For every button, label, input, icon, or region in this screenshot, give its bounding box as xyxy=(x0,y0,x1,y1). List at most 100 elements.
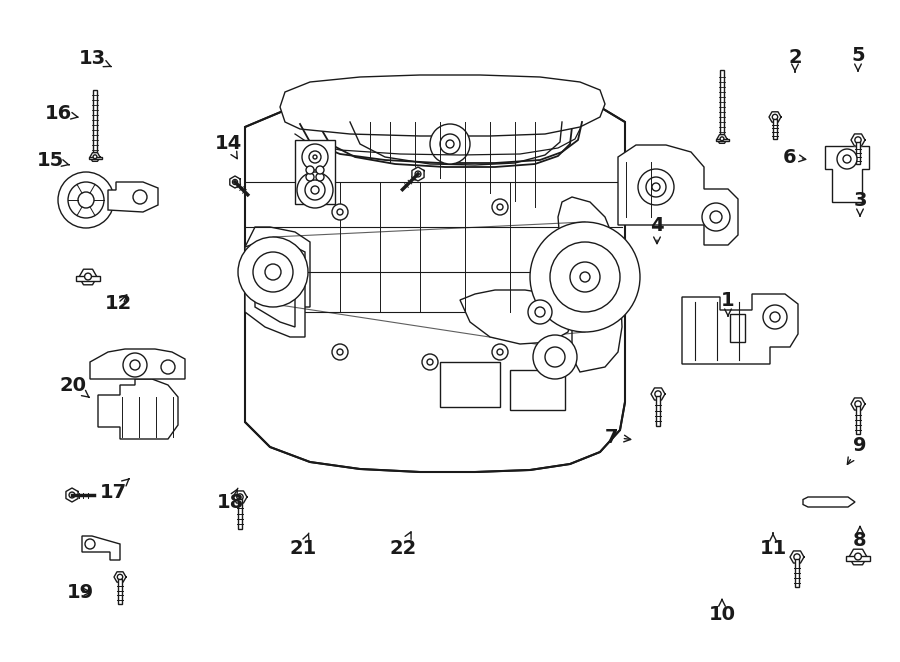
Circle shape xyxy=(530,222,640,332)
Polygon shape xyxy=(825,146,869,202)
Polygon shape xyxy=(851,134,865,146)
Bar xyxy=(76,276,100,281)
Text: 17: 17 xyxy=(99,479,130,502)
Circle shape xyxy=(702,203,730,231)
Circle shape xyxy=(550,242,620,312)
Circle shape xyxy=(313,155,317,159)
Circle shape xyxy=(497,349,503,355)
Text: 11: 11 xyxy=(760,533,787,557)
Circle shape xyxy=(528,300,552,324)
Circle shape xyxy=(130,360,140,370)
Text: 4: 4 xyxy=(650,216,664,244)
Text: 6: 6 xyxy=(783,148,806,167)
Circle shape xyxy=(305,180,325,200)
Circle shape xyxy=(855,137,861,143)
Circle shape xyxy=(430,124,470,164)
Polygon shape xyxy=(114,572,126,582)
Text: 22: 22 xyxy=(390,532,417,557)
Polygon shape xyxy=(66,488,78,502)
Text: 21: 21 xyxy=(290,533,317,557)
Circle shape xyxy=(794,554,800,560)
Circle shape xyxy=(570,262,600,292)
Text: 18: 18 xyxy=(216,489,244,512)
Polygon shape xyxy=(90,153,100,162)
Circle shape xyxy=(68,182,104,218)
Text: 10: 10 xyxy=(708,599,735,624)
Text: 19: 19 xyxy=(67,583,94,602)
Polygon shape xyxy=(98,379,178,439)
Bar xyxy=(773,118,777,139)
Circle shape xyxy=(533,335,577,379)
Polygon shape xyxy=(440,362,500,407)
Polygon shape xyxy=(230,176,240,188)
Circle shape xyxy=(652,183,660,191)
Text: 7: 7 xyxy=(605,428,631,446)
Text: 5: 5 xyxy=(851,46,865,71)
Circle shape xyxy=(440,134,460,154)
Circle shape xyxy=(297,172,333,208)
Circle shape xyxy=(238,237,308,307)
Circle shape xyxy=(720,137,724,140)
Circle shape xyxy=(123,353,147,377)
Circle shape xyxy=(161,360,175,374)
Circle shape xyxy=(306,166,314,174)
Circle shape xyxy=(309,151,321,163)
Circle shape xyxy=(492,344,508,360)
Circle shape xyxy=(855,553,861,560)
Circle shape xyxy=(843,155,851,163)
Bar xyxy=(94,90,97,152)
Circle shape xyxy=(415,171,421,177)
Circle shape xyxy=(85,539,95,549)
Circle shape xyxy=(646,177,666,197)
Circle shape xyxy=(265,264,281,280)
Circle shape xyxy=(332,344,348,360)
Polygon shape xyxy=(245,92,625,472)
Polygon shape xyxy=(79,269,97,285)
Circle shape xyxy=(316,166,324,174)
Polygon shape xyxy=(618,145,738,245)
Circle shape xyxy=(422,354,438,370)
Text: 13: 13 xyxy=(78,48,111,68)
Text: 20: 20 xyxy=(59,375,89,397)
Circle shape xyxy=(133,190,147,204)
Circle shape xyxy=(492,199,508,215)
Polygon shape xyxy=(460,290,572,344)
Circle shape xyxy=(306,173,314,181)
Polygon shape xyxy=(849,549,867,565)
Circle shape xyxy=(78,192,94,208)
Polygon shape xyxy=(320,127,572,167)
Circle shape xyxy=(772,115,778,120)
Bar xyxy=(238,499,242,529)
Circle shape xyxy=(535,307,545,317)
Polygon shape xyxy=(412,167,424,181)
Polygon shape xyxy=(717,134,727,144)
Circle shape xyxy=(69,492,75,498)
Text: 9: 9 xyxy=(848,436,867,464)
Circle shape xyxy=(545,347,565,367)
Circle shape xyxy=(770,312,780,322)
Circle shape xyxy=(316,173,324,181)
Circle shape xyxy=(497,204,503,210)
Text: 1: 1 xyxy=(721,291,734,316)
Bar xyxy=(716,138,728,141)
Bar xyxy=(88,156,102,159)
Polygon shape xyxy=(90,349,185,379)
Polygon shape xyxy=(851,398,865,410)
Polygon shape xyxy=(245,240,305,337)
Bar xyxy=(846,556,869,561)
Polygon shape xyxy=(295,140,335,204)
Circle shape xyxy=(302,144,328,170)
Text: 3: 3 xyxy=(853,191,867,216)
Bar xyxy=(795,559,799,587)
Circle shape xyxy=(337,209,343,215)
Circle shape xyxy=(763,305,787,329)
Bar xyxy=(856,406,860,434)
Circle shape xyxy=(232,179,238,185)
Text: 15: 15 xyxy=(36,150,69,169)
Polygon shape xyxy=(510,370,565,410)
Circle shape xyxy=(580,272,590,282)
Text: 2: 2 xyxy=(788,48,802,72)
Circle shape xyxy=(837,149,857,169)
Text: 12: 12 xyxy=(104,293,131,312)
Polygon shape xyxy=(233,491,247,503)
